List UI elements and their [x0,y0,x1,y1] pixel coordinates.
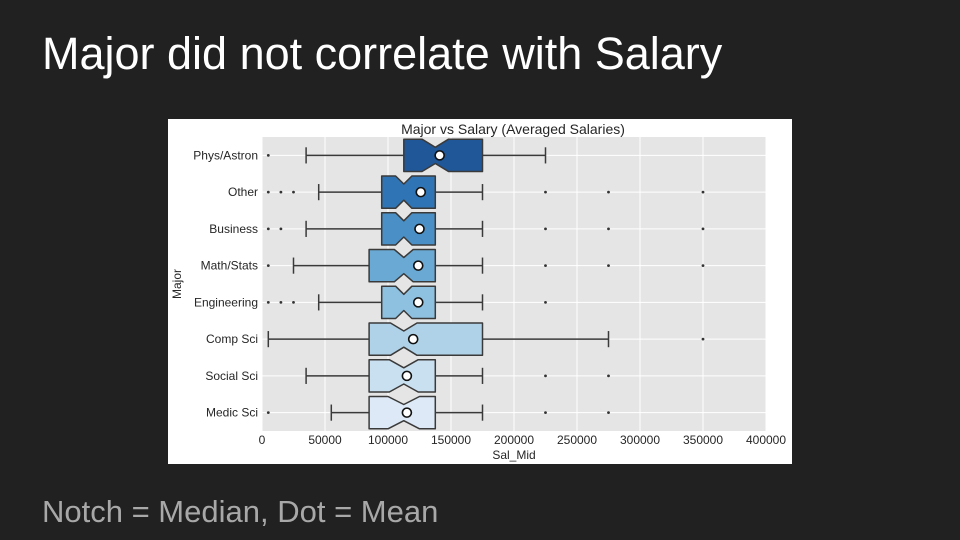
x-tick-label: 0 [259,433,266,447]
outlier-point [607,227,610,231]
outlier-point [266,153,270,157]
mean-dot [412,260,424,271]
mean-dot [407,333,419,345]
box-comp-sci [267,322,705,357]
outlier-point [544,374,547,378]
outlier-point [266,190,270,194]
chart-title: Major vs Salary (Averaged Salaries) [401,121,625,137]
outlier-point [607,190,610,194]
x-tick-label: 400000 [746,433,786,447]
outlier-point [544,227,547,231]
outlier-point [607,411,610,415]
category-label: Engineering [194,295,258,309]
outlier-point [607,264,610,268]
box-body [380,285,437,320]
outlier-point [607,374,610,378]
box-social-sci [305,358,610,393]
outlier-point [279,190,283,194]
box-body [380,211,437,246]
mean-dot [414,223,425,235]
x-tick-labels: 0 50000 100000 150000 200000 250000 300000 3500… [259,433,787,447]
slide-title: Major did not correlate with Salary [42,28,723,79]
category-label: Phys/Astron [193,148,258,162]
outlier-point [701,264,705,268]
category-labels: Phys/Astron Other Business Math/Stats Engine… [193,148,258,419]
chart-panel: Major vs Salary (Averaged Salaries) Phys… [168,119,792,464]
slide-caption: Notch = Median, Dot = Mean [42,494,439,529]
outlier-point [544,264,547,268]
box-business [266,211,705,246]
x-tick-label: 100000 [368,433,408,447]
outlier-point [279,227,283,231]
outlier-point [266,227,270,231]
mean-dot [412,297,424,308]
box-phys-astron [266,138,547,173]
x-tick-label: 150000 [431,433,471,447]
y-axis-label: Major [170,269,184,299]
outlier-point [544,411,547,415]
box-layer [266,138,705,430]
category-label: Other [228,185,258,199]
x-tick-label: 300000 [620,433,660,447]
box-body [368,248,437,283]
outlier-point [544,190,547,194]
outlier-point [701,190,705,194]
x-axis-label: Sal_Mid [492,448,535,462]
outlier-point [266,411,270,415]
category-label: Medic Sci [206,406,258,420]
outlier-point [544,300,547,304]
box-medic-sci [266,395,610,430]
outlier-point [266,300,270,304]
outlier-point [292,300,295,304]
x-tick-label: 350000 [683,433,723,447]
x-tick-label: 250000 [557,433,597,447]
x-tick-label: 50000 [308,433,342,447]
outlier-point [266,264,270,268]
mean-dot [401,407,413,418]
boxplot-chart: Major vs Salary (Averaged Salaries) Phys… [170,121,787,462]
category-label: Comp Sci [206,332,258,346]
category-label: Math/Stats [201,259,258,273]
box-engineering [266,285,547,320]
mean-dot [434,150,445,161]
outlier-point [279,300,283,304]
box-body [380,175,437,210]
outlier-point [292,190,295,194]
box-body [368,322,484,357]
box-other [266,175,705,210]
mean-dot [415,186,427,198]
x-tick-label: 200000 [494,433,534,447]
outlier-point [701,337,705,341]
category-label: Business [209,222,258,236]
box-math-stats [266,248,705,283]
mean-dot [401,370,413,382]
outlier-point [701,227,705,231]
category-label: Social Sci [205,369,258,383]
